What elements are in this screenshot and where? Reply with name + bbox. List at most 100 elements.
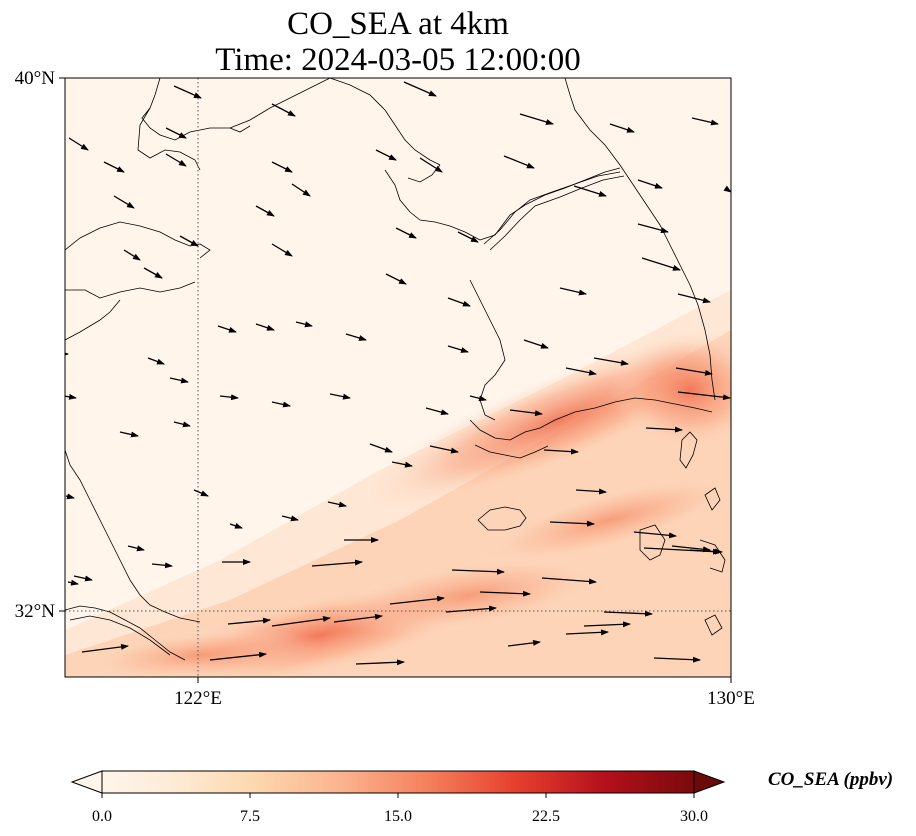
wind-vector — [507, 639, 541, 647]
wind-vector — [311, 559, 363, 567]
wind-vector — [165, 153, 187, 167]
wind-vector — [271, 103, 296, 117]
wind-vector — [575, 488, 607, 495]
wind-vector — [565, 629, 609, 636]
wind-vector — [113, 195, 135, 209]
x-tick-122e: 122°E — [174, 688, 222, 709]
y-tick-32n: 32°N — [15, 601, 56, 622]
wind-vector — [345, 333, 367, 341]
wind-vector — [653, 656, 701, 663]
wind-vectors — [65, 81, 731, 666]
wind-vector — [469, 395, 487, 402]
wind-vector — [255, 205, 275, 217]
wind-vector — [67, 579, 79, 586]
wind-vector — [385, 273, 407, 285]
wind-vector — [549, 520, 595, 527]
wind-vector — [389, 595, 445, 605]
colorbar-tick-1: 7.5 — [240, 808, 260, 825]
wind-vector — [291, 183, 311, 197]
wind-vector — [65, 393, 77, 400]
wind-vector — [227, 617, 271, 625]
axis-ticks — [59, 77, 732, 683]
wind-vector — [143, 267, 163, 279]
wind-vector — [329, 393, 351, 400]
wind-vector — [447, 345, 469, 353]
y-tick-40n: 40°N — [15, 68, 56, 89]
wind-vector — [355, 659, 405, 666]
wind-vector — [295, 321, 313, 328]
wind-vector — [451, 568, 505, 575]
wind-vector — [425, 407, 449, 416]
wind-vector — [403, 81, 437, 97]
wind-vector — [271, 243, 293, 257]
wind-vector — [147, 357, 165, 365]
wind-vector — [509, 409, 543, 417]
colorbar: 0.0 7.5 15.0 22.5 30.0 — [70, 770, 726, 825]
wind-vector — [671, 545, 711, 553]
wind-vector — [429, 445, 459, 454]
wind-vector — [519, 113, 554, 125]
wind-vector — [609, 123, 635, 133]
wind-vector — [523, 339, 549, 349]
wind-vector — [645, 426, 683, 433]
wind-vector — [103, 161, 125, 173]
wind-vector — [503, 155, 535, 169]
wind-vector — [255, 323, 275, 331]
map-title: CO_SEA at 4km — [287, 6, 509, 42]
wind-vector — [281, 515, 299, 522]
wind-vector — [68, 137, 89, 151]
wind-vector — [165, 127, 187, 139]
wind-vector — [219, 394, 239, 401]
wind-vector — [333, 613, 383, 623]
wind-vector — [633, 531, 677, 539]
gridlines — [65, 78, 731, 677]
map-frame — [64, 77, 732, 678]
wind-vector — [229, 522, 243, 529]
wind-vector — [583, 621, 631, 628]
wind-vector — [169, 377, 189, 384]
wind-vector — [559, 287, 587, 296]
colorbar-tick-3: 22.5 — [532, 808, 560, 825]
wind-vector — [677, 391, 731, 401]
wind-vector — [593, 357, 629, 366]
wind-vector — [419, 157, 443, 173]
wind-vector — [327, 501, 347, 508]
colorbar-extend-high — [693, 770, 726, 794]
colorbar-tick-4: 30.0 — [680, 808, 708, 825]
wind-vector — [375, 149, 397, 161]
wind-vector — [127, 545, 145, 552]
wind-vector — [173, 421, 191, 428]
wind-vector — [173, 85, 202, 99]
wind-vector — [123, 249, 141, 261]
wind-vector — [541, 577, 597, 585]
wind-vector — [271, 161, 293, 173]
wind-vector — [369, 443, 393, 453]
colorbar-extend-low — [70, 770, 103, 794]
wind-vector — [179, 235, 199, 247]
wind-vector — [81, 643, 129, 653]
wind-vector — [209, 651, 267, 661]
colorbar-title: CO_SEA (ppbv) — [768, 769, 894, 790]
wind-vector — [217, 325, 237, 333]
co-field — [65, 78, 731, 677]
coastlines — [65, 78, 726, 661]
x-tick-130e: 130°E — [707, 688, 755, 709]
wind-vector — [193, 489, 209, 497]
wind-vector — [65, 493, 75, 500]
wind-vector — [479, 590, 531, 597]
wind-vector — [677, 293, 711, 304]
wind-vector — [271, 615, 331, 627]
wind-vector — [691, 117, 719, 126]
wind-vector — [603, 610, 653, 617]
wind-vector — [457, 231, 479, 243]
wind-vector — [675, 367, 713, 376]
wind-vector — [637, 179, 663, 189]
wind-vector — [445, 605, 497, 613]
wind-vector — [447, 297, 471, 307]
wind-vector — [391, 461, 413, 468]
wind-vector — [119, 431, 139, 438]
map-time: Time: 2024-03-05 12:00:00 — [215, 42, 581, 78]
wind-vector — [151, 562, 173, 569]
wind-vector — [637, 223, 669, 234]
